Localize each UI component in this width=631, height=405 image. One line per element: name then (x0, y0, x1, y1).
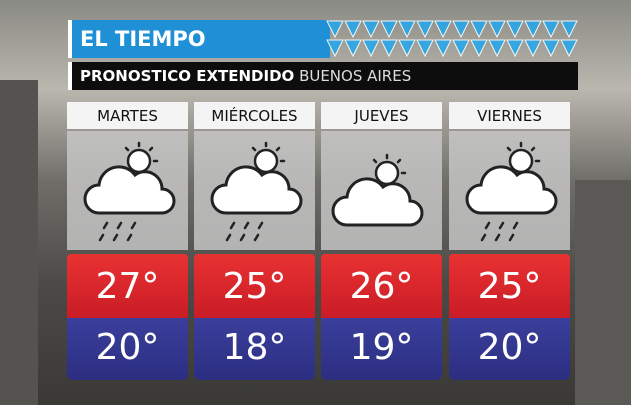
subtitle-bar: PRONOSTICO EXTENDIDO BUENOS AIRES (68, 62, 578, 90)
day-name: VIERNES (449, 102, 570, 129)
weather-icon (449, 131, 570, 250)
max-temp: 25° (194, 254, 315, 318)
day-column: MARTES 27° 20° (67, 102, 188, 380)
building (575, 180, 631, 405)
building (0, 80, 38, 405)
min-temp: 19° (321, 318, 442, 380)
weather-icon (321, 131, 442, 250)
day-column: JUEVES 26° 19° (321, 102, 442, 380)
location: BUENOS AIRES (299, 67, 412, 85)
title: EL TIEMPO (80, 27, 206, 51)
day-name: MARTES (67, 102, 188, 129)
max-temp: 26° (321, 254, 442, 318)
max-temp: 27° (67, 254, 188, 318)
triangle-pattern (326, 20, 578, 58)
title-bar: EL TIEMPO (68, 20, 330, 58)
day-column: MIÉRCOLES 25° 18° (194, 102, 315, 380)
min-temp: 20° (449, 318, 570, 380)
weather-icon (67, 131, 188, 250)
subtitle: PRONOSTICO EXTENDIDO (80, 67, 295, 85)
weather-icon (194, 131, 315, 250)
day-name: MIÉRCOLES (194, 102, 315, 129)
min-temp: 18° (194, 318, 315, 380)
day-column: VIERNES 25° 20° (449, 102, 570, 380)
max-temp: 25° (449, 254, 570, 318)
min-temp: 20° (67, 318, 188, 380)
day-name: JUEVES (321, 102, 442, 129)
